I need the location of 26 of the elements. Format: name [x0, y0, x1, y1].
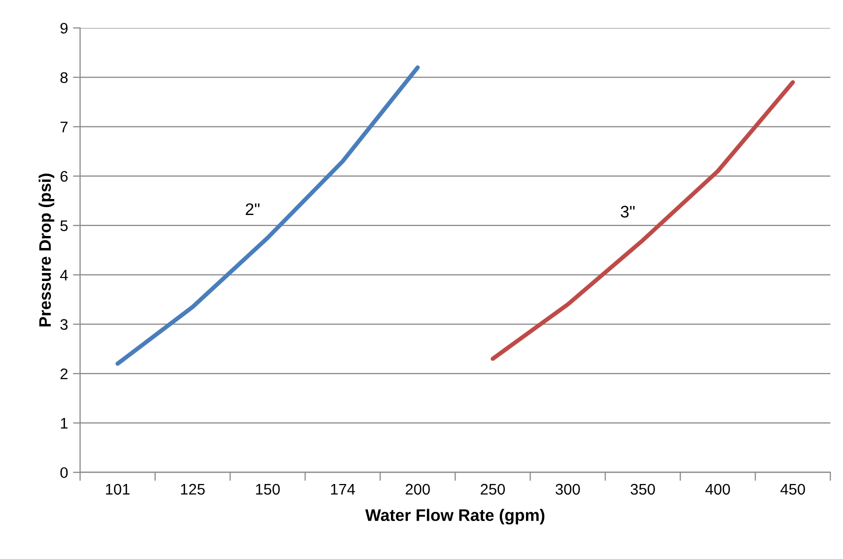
x-tick-label: 174: [331, 484, 355, 495]
y-tick-label: 6: [60, 170, 68, 182]
y-tick-label: 8: [60, 72, 68, 84]
line-series: [116, 65, 420, 366]
x-tick-label: 150: [256, 484, 280, 495]
y-tick-label: 0: [60, 467, 68, 478]
x-tick-label: 250: [480, 484, 505, 495]
y-tick-label: 3: [60, 319, 68, 330]
y-tick-label: 4: [60, 270, 68, 280]
y-axis-title: Pressure Drop (psi): [38, 174, 54, 326]
y-tick-label: 2: [60, 368, 68, 380]
series-label: 3": [620, 206, 635, 218]
y-tick-label: 7: [60, 122, 68, 132]
y-tick-label: 5: [60, 220, 68, 232]
x-tick-label: 125: [181, 484, 205, 495]
x-tick-label: 450: [780, 484, 805, 495]
series-label: 2": [246, 203, 260, 215]
line-series: [490, 80, 795, 361]
x-tick-label: 101: [106, 484, 130, 495]
y-tick-label: 9: [60, 22, 68, 34]
x-axis-title: Water Flow Rate (gpm): [365, 508, 544, 524]
y-tick-label: 1: [60, 418, 68, 429]
x-tick-label: 400: [705, 484, 730, 495]
x-tick-label: 200: [406, 484, 430, 495]
x-tick-label: 300: [556, 484, 580, 495]
x-tick-label: 350: [630, 484, 655, 495]
